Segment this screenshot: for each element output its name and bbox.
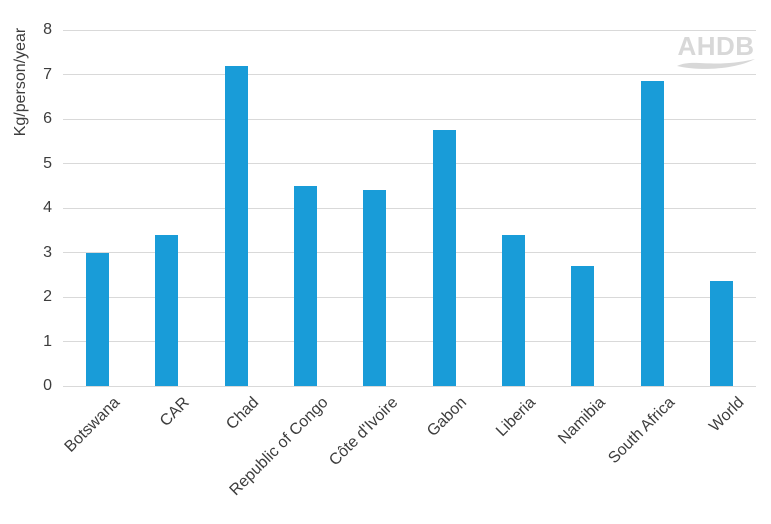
bar-world <box>709 281 733 386</box>
plot-area <box>63 29 756 387</box>
x-category-label-world: World <box>706 394 748 436</box>
gridline-y-6 <box>63 118 756 120</box>
y-tick-label-1: 1 <box>43 332 52 350</box>
gridline-y-4 <box>63 207 756 209</box>
y-tick-label-4: 4 <box>43 199 52 216</box>
x-category-label-gabon: Gabon <box>424 394 471 440</box>
y-tick-label-8: 8 <box>43 21 52 38</box>
y-tick-label-3: 3 <box>43 243 52 261</box>
y-tick-label-7: 7 <box>43 65 52 83</box>
bar-republic-of-congo <box>294 185 318 386</box>
x-category-label-liberia: Liberia <box>493 394 540 440</box>
bar-liberia <box>501 234 525 386</box>
x-category-label-south-africa: South Africa <box>605 394 679 468</box>
x-category-label-c-te-d-ivoire: Côte d'Ivoire <box>325 394 401 470</box>
gridline-y-3 <box>63 252 756 253</box>
y-tick-label-0: 0 <box>43 377 52 394</box>
ahdb-logo-text: AHDB <box>677 31 755 61</box>
bar-namibia <box>571 265 595 386</box>
ahdb-logo-swoosh-icon <box>677 59 755 69</box>
bar-gabon <box>432 130 456 386</box>
ahdb-logo: AHDB <box>676 33 756 71</box>
y-tick-label-2: 2 <box>43 288 52 305</box>
gridline-y-5 <box>63 163 756 164</box>
x-category-label-car: CAR <box>157 394 193 430</box>
gridline-y-0 <box>63 385 756 387</box>
bar-south-africa <box>640 81 664 386</box>
gridline-y-1 <box>63 341 756 342</box>
bar-c-te-d-ivoire <box>363 190 387 386</box>
gridline-y-7 <box>63 74 756 75</box>
x-category-label-chad: Chad <box>223 394 263 434</box>
bar-botswana <box>86 252 110 386</box>
x-category-label-botswana: Botswana <box>61 394 124 456</box>
x-category-label-namibia: Namibia <box>555 394 609 448</box>
y-tick-label-6: 6 <box>43 110 52 127</box>
bar-chad <box>224 65 248 386</box>
gridline-y-8 <box>63 29 756 31</box>
y-tick-label-5: 5 <box>43 154 52 172</box>
gridline-y-2 <box>63 296 756 298</box>
bar-car <box>155 234 179 386</box>
